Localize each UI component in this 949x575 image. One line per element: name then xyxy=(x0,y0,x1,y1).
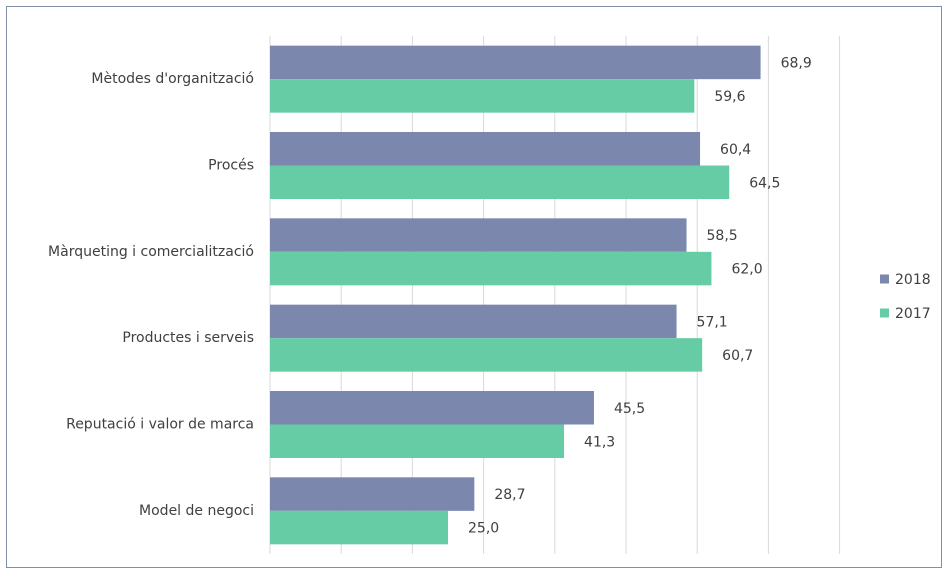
data-label: 25,0 xyxy=(468,521,499,537)
y-tick-label: Procés xyxy=(208,158,254,174)
bar xyxy=(270,304,677,339)
bar xyxy=(270,424,565,458)
bar xyxy=(270,218,687,252)
bar xyxy=(270,132,701,166)
y-tick-label: Reputació i valor de marca xyxy=(66,417,254,433)
legend-swatch xyxy=(880,274,889,284)
data-label: 64,5 xyxy=(749,175,780,191)
data-label: 45,5 xyxy=(614,401,645,417)
data-label: 58,5 xyxy=(707,228,738,244)
bar xyxy=(270,79,695,113)
data-label: 57,1 xyxy=(697,314,728,330)
data-label: 60,4 xyxy=(720,142,751,158)
data-label: 28,7 xyxy=(494,487,525,503)
bar xyxy=(270,165,730,199)
bar xyxy=(270,251,712,286)
bar xyxy=(270,338,703,372)
legend-label: 2017 xyxy=(895,306,931,322)
y-tick-label: Mètodes d'organització xyxy=(91,71,254,87)
legend-label: 2018 xyxy=(895,272,931,288)
data-label: 60,7 xyxy=(722,348,753,364)
y-tick-label: Productes i serveis xyxy=(122,330,254,346)
bar xyxy=(270,391,594,425)
bar xyxy=(270,510,448,545)
data-label: 41,3 xyxy=(584,434,615,450)
y-tick-label: Màrqueting i comercialització xyxy=(48,244,254,260)
data-label: 62,0 xyxy=(731,262,762,278)
bar xyxy=(270,477,475,511)
data-label: 59,6 xyxy=(714,89,745,105)
y-tick-label: Model de negoci xyxy=(139,503,254,519)
bar xyxy=(270,45,761,80)
legend-swatch xyxy=(880,308,889,318)
data-label: 68,9 xyxy=(781,55,812,71)
